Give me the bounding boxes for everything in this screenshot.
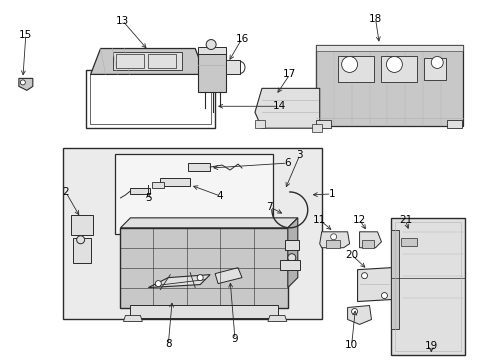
Bar bbox=[361, 240, 373, 248]
Bar bbox=[116, 54, 144, 68]
Circle shape bbox=[206, 40, 216, 50]
Text: 5: 5 bbox=[145, 193, 151, 203]
Bar bbox=[130, 305, 277, 319]
Text: 1: 1 bbox=[327, 189, 334, 199]
Text: 4: 4 bbox=[216, 191, 223, 201]
Text: 16: 16 bbox=[235, 33, 248, 44]
Circle shape bbox=[197, 275, 203, 280]
Polygon shape bbox=[357, 268, 390, 302]
Bar bbox=[401, 238, 416, 246]
Polygon shape bbox=[215, 268, 242, 284]
Bar bbox=[395, 222, 460, 351]
Polygon shape bbox=[19, 78, 33, 90]
Circle shape bbox=[341, 57, 357, 72]
Bar bbox=[112, 53, 182, 71]
Bar bbox=[424, 58, 446, 80]
Polygon shape bbox=[148, 275, 210, 288]
Bar bbox=[311, 124, 321, 132]
Text: 7: 7 bbox=[266, 202, 273, 212]
Bar bbox=[390, 230, 399, 329]
Text: 20: 20 bbox=[345, 250, 357, 260]
Bar bbox=[337, 57, 373, 82]
Text: 9: 9 bbox=[231, 334, 238, 345]
Bar bbox=[148, 54, 176, 68]
Circle shape bbox=[20, 80, 25, 85]
Text: 6: 6 bbox=[284, 158, 290, 168]
Bar bbox=[120, 228, 287, 307]
Text: 2: 2 bbox=[62, 187, 69, 197]
Bar bbox=[279, 260, 299, 270]
Text: 15: 15 bbox=[19, 30, 32, 40]
Polygon shape bbox=[287, 218, 297, 288]
Circle shape bbox=[155, 280, 161, 287]
Bar bbox=[71, 215, 92, 235]
Bar bbox=[447, 120, 461, 128]
Polygon shape bbox=[347, 306, 371, 324]
Bar bbox=[73, 238, 90, 263]
Polygon shape bbox=[359, 232, 381, 248]
Text: 10: 10 bbox=[345, 340, 357, 350]
Circle shape bbox=[330, 234, 336, 240]
Bar bbox=[225, 60, 240, 75]
Circle shape bbox=[381, 293, 386, 298]
Text: 14: 14 bbox=[273, 101, 286, 111]
Polygon shape bbox=[123, 315, 142, 321]
Bar bbox=[198, 50, 225, 92]
Bar bbox=[188, 163, 210, 171]
Circle shape bbox=[430, 57, 442, 68]
Polygon shape bbox=[120, 218, 297, 228]
Bar bbox=[315, 120, 330, 128]
Circle shape bbox=[77, 236, 84, 244]
Polygon shape bbox=[315, 45, 462, 50]
Bar bbox=[315, 45, 462, 126]
Text: 17: 17 bbox=[283, 69, 296, 80]
Bar bbox=[160, 178, 190, 186]
Circle shape bbox=[386, 57, 402, 72]
Bar bbox=[325, 240, 339, 248]
Bar bbox=[130, 188, 150, 194]
Polygon shape bbox=[319, 232, 349, 248]
Text: 8: 8 bbox=[164, 339, 171, 349]
Text: 19: 19 bbox=[424, 341, 437, 351]
Circle shape bbox=[361, 273, 367, 279]
Text: 11: 11 bbox=[312, 215, 325, 225]
Polygon shape bbox=[90, 49, 205, 75]
Bar bbox=[285, 240, 298, 250]
Polygon shape bbox=[254, 88, 319, 128]
Text: 18: 18 bbox=[368, 14, 381, 24]
Bar bbox=[62, 148, 321, 319]
Polygon shape bbox=[267, 315, 286, 321]
Bar bbox=[381, 57, 416, 82]
Bar bbox=[198, 46, 225, 54]
Polygon shape bbox=[399, 232, 425, 250]
Circle shape bbox=[287, 254, 295, 262]
Circle shape bbox=[351, 309, 357, 315]
Text: 3: 3 bbox=[296, 150, 303, 160]
Bar bbox=[254, 120, 264, 128]
Text: 21: 21 bbox=[398, 215, 411, 225]
Bar bbox=[85, 71, 215, 128]
Bar bbox=[152, 182, 164, 188]
Text: 13: 13 bbox=[116, 15, 129, 26]
Text: 12: 12 bbox=[352, 215, 366, 225]
Bar bbox=[390, 218, 464, 355]
Bar bbox=[89, 75, 211, 124]
Bar bbox=[115, 154, 272, 234]
